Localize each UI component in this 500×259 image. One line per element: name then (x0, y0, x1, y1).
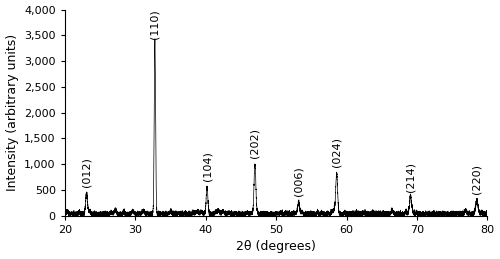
Text: (214): (214) (406, 162, 415, 192)
Text: (024): (024) (332, 137, 342, 167)
X-axis label: 2θ (degrees): 2θ (degrees) (236, 240, 316, 254)
Text: (202): (202) (250, 128, 260, 158)
Text: (110): (110) (150, 9, 160, 39)
Text: (104): (104) (202, 151, 212, 181)
Text: (006): (006) (294, 166, 304, 196)
Y-axis label: Intensity (arbitrary units): Intensity (arbitrary units) (6, 34, 18, 191)
Text: (220): (220) (472, 164, 482, 194)
Text: (012): (012) (82, 157, 92, 187)
